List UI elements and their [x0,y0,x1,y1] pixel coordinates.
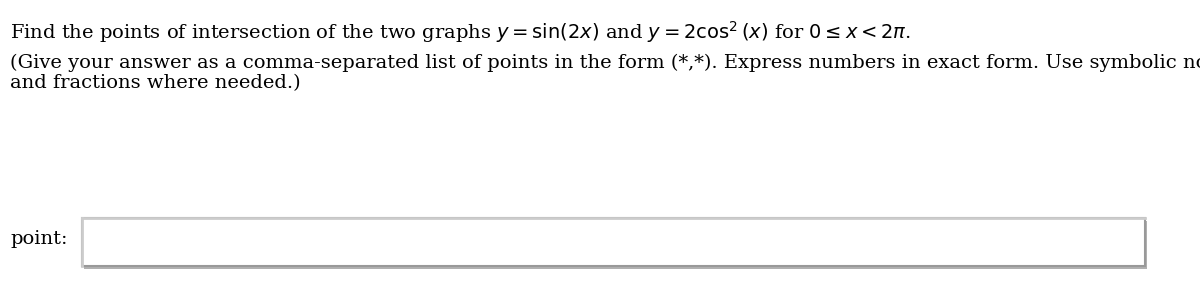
Text: Find the points of intersection of the two graphs $y = \sin(2x)$ and $y = 2\cos^: Find the points of intersection of the t… [10,19,911,45]
Text: (Give your answer as a comma-separated list of points in the form (*,*). Express: (Give your answer as a comma-separated l… [10,54,1200,72]
Text: point:: point: [10,230,67,248]
FancyBboxPatch shape [84,221,1147,269]
FancyBboxPatch shape [82,218,1145,266]
Text: and fractions where needed.): and fractions where needed.) [10,74,301,92]
